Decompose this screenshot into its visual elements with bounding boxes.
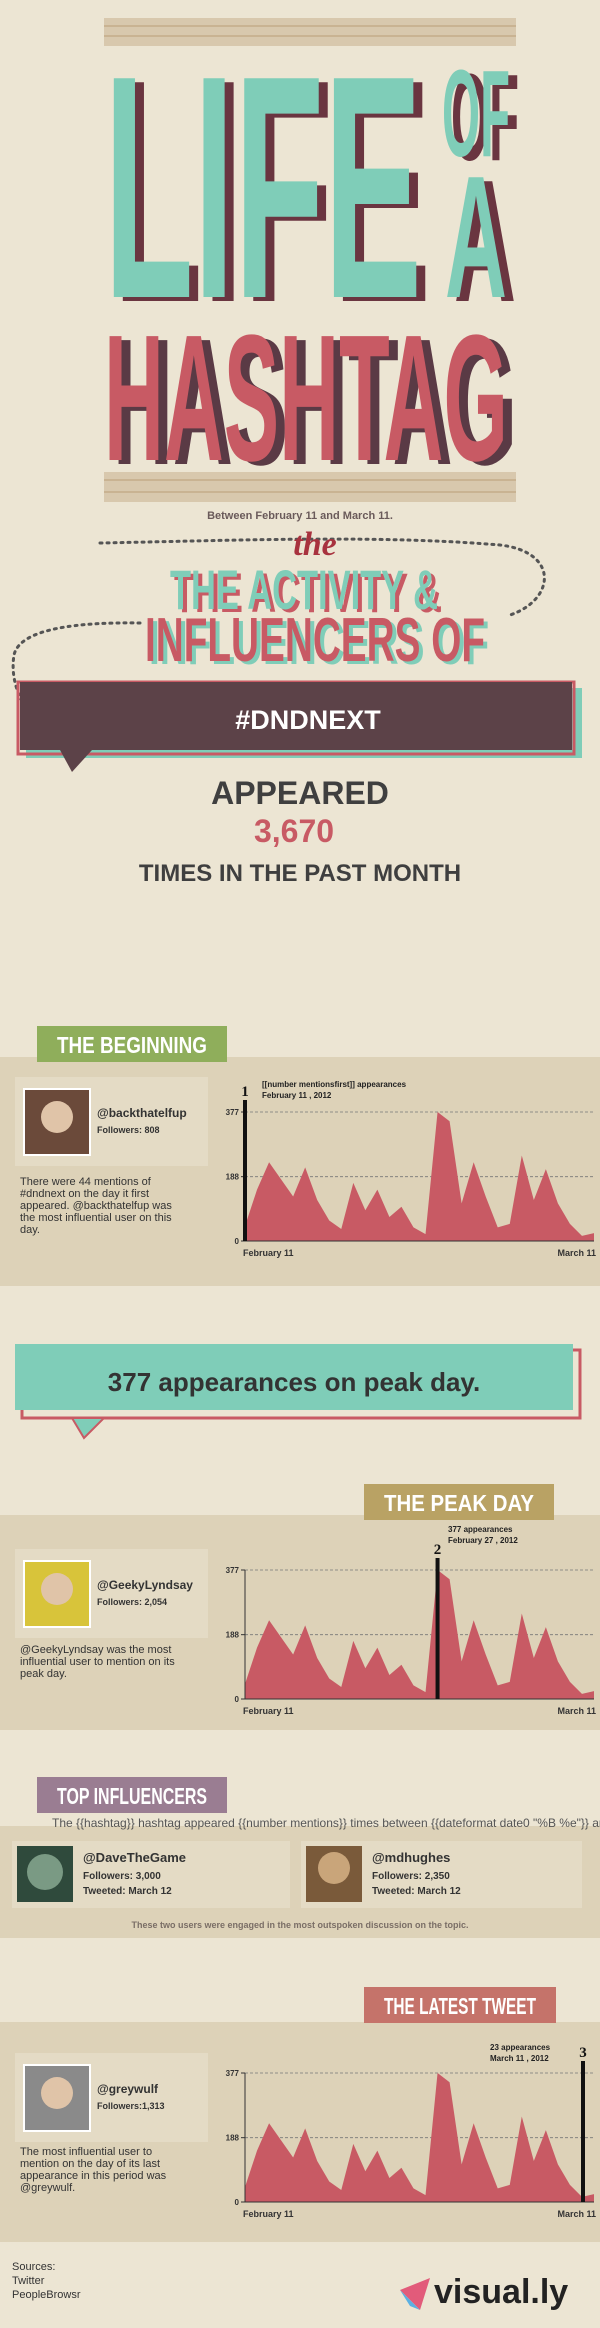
annotation: March 11 , 2012 bbox=[490, 2054, 549, 2063]
followers: Followers:1,313 bbox=[97, 2101, 165, 2111]
banner-pointer bbox=[70, 1417, 107, 1440]
logo-mark bbox=[400, 2290, 420, 2310]
section-tag bbox=[364, 1987, 556, 2023]
subtitle: THE ACTIVITY & bbox=[170, 558, 438, 621]
source: Twitter bbox=[12, 2275, 45, 2287]
source: PeopleBrowsr bbox=[12, 2289, 81, 2301]
section-tag-label: THE LATEST TWEET bbox=[384, 1993, 536, 2019]
subtitle: INFLUENCERS OF bbox=[145, 606, 485, 675]
banner-pointer bbox=[60, 750, 92, 772]
annotation: February 11 , 2012 bbox=[262, 1091, 332, 1100]
username: @mdhughes bbox=[372, 1850, 450, 1865]
annotation: [[number mentionsfirst]] appearances bbox=[262, 1080, 407, 1089]
avatar-shape bbox=[41, 1101, 73, 1133]
y-tick-label: 377 bbox=[226, 1108, 240, 1117]
count: 3,670 bbox=[254, 813, 334, 849]
stripe bbox=[104, 18, 516, 46]
peak-banner-text: 377 appearances on peak day. bbox=[108, 1367, 480, 1397]
note: These two users were engaged in the most… bbox=[131, 1920, 468, 1930]
section-tag-label: THE BEGINNING bbox=[57, 1032, 207, 1058]
title-word: OF bbox=[442, 46, 510, 183]
section-tag-label: TOP INFLUENCERS bbox=[57, 1783, 207, 1809]
x-tick-label: February 11 bbox=[243, 1248, 294, 1258]
description: @GeekyLyndsay was the most influential u… bbox=[20, 1644, 175, 1681]
tweeted: Tweeted: March 12 bbox=[372, 1886, 461, 1897]
avatar-shape bbox=[41, 1573, 73, 1605]
y-tick-label: 188 bbox=[226, 1631, 240, 1640]
avatar-shape bbox=[318, 1852, 350, 1884]
y-tick-label: 0 bbox=[235, 1695, 240, 1704]
subtitle-the: the bbox=[293, 526, 336, 563]
avatar bbox=[23, 1088, 91, 1156]
y-tick-label: 0 bbox=[235, 1237, 240, 1246]
y-tick-label: 0 bbox=[235, 2198, 240, 2207]
area bbox=[245, 1570, 594, 1699]
tweeted: Tweeted: March 12 bbox=[83, 1886, 172, 1897]
annotation: 377 appearances bbox=[448, 1525, 513, 1534]
marker-label: 3 bbox=[579, 2045, 587, 2061]
x-tick-label: February 11 bbox=[243, 1706, 294, 1716]
section-tag bbox=[364, 1484, 554, 1520]
source: Sources: bbox=[12, 2261, 55, 2273]
username: @greywulf bbox=[97, 2082, 159, 2096]
x-tick-label: March 11 bbox=[557, 1706, 596, 1716]
title-word: HASHTAG bbox=[104, 298, 508, 499]
y-tick-label: 377 bbox=[226, 2069, 240, 2078]
description: There were 44 mentions of #dndnext on th… bbox=[20, 1176, 172, 1237]
subtitle-shadow: INFLUENCERS OF bbox=[149, 609, 489, 678]
y-tick-label: 188 bbox=[226, 1173, 240, 1182]
y-tick-label: 188 bbox=[226, 2134, 240, 2143]
marker-label: 1 bbox=[241, 1084, 249, 1100]
section-tag bbox=[37, 1026, 227, 1062]
title-shadow: A bbox=[454, 143, 516, 338]
x-tick-label: February 11 bbox=[243, 2209, 294, 2219]
title-shadow: HASHTAG bbox=[113, 302, 517, 503]
marker-label: 2 bbox=[434, 1542, 442, 1558]
followers: Followers: 3,000 bbox=[83, 1871, 161, 1882]
banner bbox=[20, 682, 572, 750]
subtitle-shadow: THE ACTIVITY & bbox=[174, 561, 442, 624]
username: @backthatelfup bbox=[97, 1106, 187, 1120]
annotation: February 27 , 2012 bbox=[448, 1536, 518, 1545]
followers: Followers: 808 bbox=[97, 1125, 160, 1135]
dotted-curve bbox=[98, 537, 546, 617]
title-word: LIFE bbox=[104, 10, 422, 365]
title-word: A bbox=[445, 139, 507, 334]
area bbox=[245, 1112, 594, 1241]
banner bbox=[15, 1344, 573, 1410]
times: TIMES IN THE PAST MONTH bbox=[139, 860, 461, 887]
template-text: The {{hashtag}} hashtag appeared {{numbe… bbox=[52, 1816, 600, 1830]
stripe bbox=[104, 472, 516, 502]
description: The most influential user to mention on … bbox=[20, 2146, 167, 2195]
date-range: Between February 11 and March 11. bbox=[207, 510, 393, 522]
logo-mark bbox=[400, 2278, 430, 2310]
area bbox=[245, 2073, 594, 2202]
x-tick-label: March 11 bbox=[557, 1248, 596, 1258]
title-shadow: OF bbox=[451, 50, 519, 187]
logo: visual.ly bbox=[434, 2273, 568, 2311]
username: @GeekyLyndsay bbox=[97, 1578, 193, 1592]
annotation: 23 appearances bbox=[490, 2043, 551, 2052]
username: @DaveTheGame bbox=[83, 1850, 186, 1865]
followers: Followers: 2,054 bbox=[97, 1597, 167, 1607]
x-tick-label: March 11 bbox=[557, 2209, 596, 2219]
section-tag-label: THE PEAK DAY bbox=[384, 1490, 534, 1516]
section-tag bbox=[37, 1777, 227, 1813]
title-shadow: LIFE bbox=[113, 14, 431, 369]
appeared: APPEARED bbox=[211, 775, 389, 811]
avatar-shape bbox=[41, 2077, 73, 2109]
followers: Followers: 2,350 bbox=[372, 1871, 450, 1882]
y-tick-label: 377 bbox=[226, 1566, 240, 1575]
avatar-shape bbox=[27, 1854, 63, 1890]
hashtag: #DNDNEXT bbox=[235, 705, 381, 735]
